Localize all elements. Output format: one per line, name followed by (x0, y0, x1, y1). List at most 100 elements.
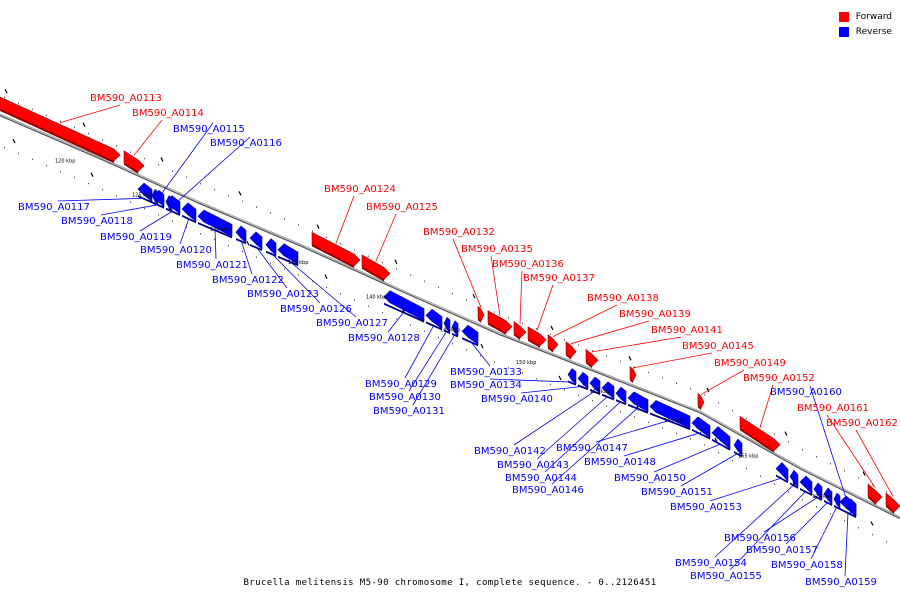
leader-line (375, 213, 397, 262)
lower-tick-dot (74, 176, 75, 179)
gene-feature-shadow (444, 329, 450, 334)
lower-tick-dot (872, 534, 873, 536)
reverse-swatch (838, 26, 849, 37)
lower-tick-dot (774, 483, 775, 485)
lower-tick-dot (354, 299, 355, 301)
legend-forward-label: Forward (855, 11, 892, 22)
leader-line (700, 369, 745, 395)
leader-line (623, 432, 702, 457)
upper-tick-dot (508, 317, 509, 319)
lower-tick-dot (844, 520, 845, 522)
lower-tick-dot (676, 432, 677, 435)
upper-tick-dot (718, 402, 719, 404)
gene-feature (165, 195, 181, 215)
upper-tick-dot (186, 176, 187, 179)
backbone-line (0, 113, 900, 520)
gene-feature (615, 386, 627, 404)
lower-tick-dot (116, 195, 117, 197)
lower-tick-dot (200, 233, 201, 235)
lower-tick-dot (452, 342, 453, 345)
lower-tick-dot (368, 305, 369, 307)
upper-tick-dot (550, 333, 551, 335)
gene-feature-shadow (740, 428, 774, 453)
lower-tick-dot (732, 459, 733, 462)
upper-tick-dot (130, 151, 131, 153)
leader-line (809, 385, 852, 514)
leader-line (632, 352, 713, 369)
gene-label: BM590_A0143 (497, 460, 569, 471)
gene-feature (197, 209, 233, 237)
leader-line (519, 270, 523, 324)
gene-feature (711, 426, 731, 450)
gene-feature (567, 368, 577, 385)
lower-tick-dot (186, 226, 187, 229)
leader-line (240, 240, 253, 275)
gene-feature (691, 416, 711, 439)
gene-label: BM590_A0146 (512, 485, 584, 496)
upper-major-tick (394, 259, 398, 265)
upper-tick-dot (312, 230, 313, 232)
gene-label: BM590_A0124 (324, 184, 396, 195)
gene-feature (823, 487, 833, 505)
gene-feature (487, 310, 513, 334)
genome-backbone (0, 113, 900, 520)
gene-feature-shadow (166, 207, 180, 216)
upper-tick-dot (270, 212, 271, 214)
upper-tick-dot (704, 394, 705, 396)
leader-line (412, 333, 456, 406)
gene-feature (265, 238, 277, 256)
lower-tick-dot (760, 475, 761, 477)
upper-tick-dot (32, 108, 33, 111)
lower-tick-dot (522, 372, 523, 374)
lower-tick-dot (228, 244, 229, 247)
gene-label: BM590_A0147 (556, 443, 628, 454)
gene-feature-shadow (776, 474, 788, 484)
upper-tick-dot (634, 366, 635, 368)
leader-line (100, 204, 160, 216)
gene-feature (0, 96, 121, 162)
label-leader-lines (57, 104, 894, 577)
legend-forward: Forward (838, 9, 892, 24)
leader-line (714, 484, 795, 558)
lower-major-tick (792, 481, 796, 486)
upper-tick-dot (18, 102, 19, 105)
leader-line (214, 229, 217, 260)
upper-major-tick (628, 356, 632, 361)
gene-feature-shadow (602, 393, 614, 401)
lower-tick-dot (648, 421, 649, 424)
upper-tick-dot (256, 206, 257, 208)
gene-label: BM590_A0128 (348, 333, 420, 344)
upper-tick-dot (662, 377, 663, 379)
gene-feature (383, 290, 425, 322)
gene-label: BM590_A0139 (619, 309, 691, 320)
gene-label: BM590_A0135 (461, 244, 533, 255)
gene-label: BM590_A0123 (247, 289, 319, 300)
leader-line (168, 136, 251, 210)
scale-labels: 120 kbp 125 kbp 130 kbp 135 kbp 140 kbp 145 k… (55, 159, 832, 500)
lower-tick-dot (312, 280, 313, 282)
map-caption: Brucella melitensis M5-90 chromosome I, … (243, 578, 657, 588)
gene-label: BM590_A0116 (210, 138, 282, 149)
upper-tick-dot (438, 286, 439, 289)
lower-tick-dot (508, 367, 509, 369)
gene-feature-shadow (548, 346, 553, 353)
upper-tick-dot (522, 322, 523, 324)
leader-line (154, 122, 214, 203)
gene-feature (813, 482, 823, 500)
leader-line (826, 414, 876, 488)
upper-tick-dot (746, 417, 747, 420)
gene-label: BM590_A0154 (675, 558, 747, 569)
gene-feature (123, 150, 145, 173)
lower-tick-dot (88, 182, 89, 185)
leader-line (810, 506, 838, 560)
lower-tick-dot (564, 388, 565, 391)
leader-line (551, 407, 639, 485)
gene-feature (443, 316, 451, 333)
upper-tick-dot (382, 261, 383, 264)
lower-tick-dot (214, 238, 215, 241)
upper-tick-dot (536, 328, 537, 330)
lower-tick-dot (634, 416, 635, 418)
scale-label: 125 kbp (132, 192, 152, 198)
gene-feature-shadow (734, 451, 742, 458)
lower-tick-dot (802, 499, 803, 501)
